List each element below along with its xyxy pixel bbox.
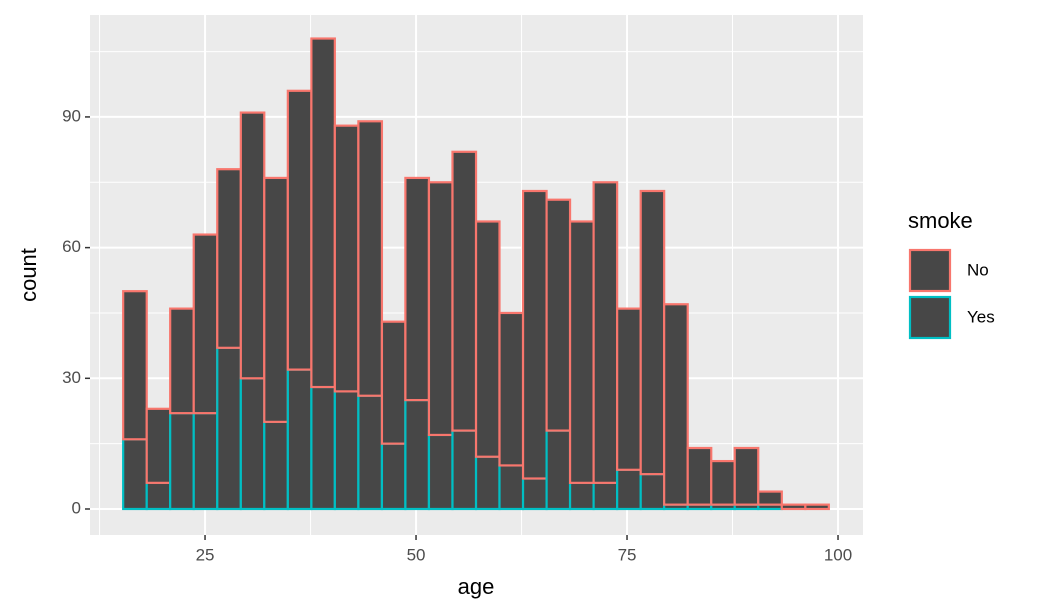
histogram-bar <box>357 394 384 511</box>
histogram-bar <box>310 385 336 511</box>
histogram-bar <box>592 181 619 484</box>
histogram-bar <box>592 481 619 511</box>
x-axis-title: age <box>458 574 495 599</box>
legend-key <box>908 248 952 293</box>
histogram-bar <box>192 233 219 415</box>
histogram-bar <box>474 220 501 458</box>
histogram-bar <box>122 290 148 441</box>
histogram-bar <box>616 468 642 511</box>
histogram-bar <box>145 481 172 511</box>
histogram-bar <box>404 398 431 511</box>
histogram-bar <box>474 455 501 511</box>
histogram-bar <box>757 490 783 506</box>
histogram-bar <box>427 181 454 437</box>
histogram-bar <box>451 150 478 432</box>
y-tick-label: 0 <box>72 498 81 517</box>
histogram-bar <box>780 503 807 511</box>
histogram-bar <box>663 303 689 506</box>
legend-key <box>908 295 952 340</box>
histogram-bar <box>169 307 195 415</box>
histogram-bar <box>239 377 266 511</box>
histogram-bar <box>521 477 548 511</box>
histogram-bar <box>357 120 384 397</box>
histogram-bar <box>616 307 642 471</box>
x-tick-label: 75 <box>618 545 637 564</box>
histogram-bar <box>427 433 454 511</box>
histogram-bar <box>286 89 313 371</box>
y-axis-title: count <box>16 248 41 302</box>
axes: 0 30 60 90 25 50 75 100 <box>62 106 852 564</box>
histogram-bar <box>639 473 666 511</box>
histogram-bar <box>639 189 666 476</box>
legend-label: Yes <box>967 307 995 326</box>
x-tick-label: 25 <box>196 545 215 564</box>
histogram-bar <box>263 420 289 511</box>
histogram-bar <box>286 368 313 511</box>
histogram-bar <box>380 442 407 511</box>
histogram-bar <box>521 189 548 480</box>
legend-label: No <box>967 260 989 279</box>
histogram-bar <box>169 412 195 511</box>
histogram-bar <box>545 429 572 511</box>
legend: smoke No Yes <box>908 208 995 340</box>
bars <box>122 37 830 511</box>
histogram-bar <box>145 407 172 484</box>
histogram-bar <box>122 438 148 511</box>
legend-title: smoke <box>908 208 973 233</box>
histogram-bar <box>216 168 242 349</box>
histogram-bar <box>686 446 713 506</box>
histogram-bar <box>545 198 572 432</box>
histogram-bar <box>404 176 431 402</box>
histogram-bar <box>333 390 360 511</box>
histogram-bar <box>498 464 525 511</box>
x-tick-label: 100 <box>824 545 852 564</box>
histogram-bar <box>192 412 219 511</box>
y-tick-label: 60 <box>62 237 81 256</box>
histogram-bar <box>451 429 478 511</box>
histogram-bar <box>310 37 336 389</box>
histogram-bar <box>380 320 407 445</box>
histogram-bar <box>733 446 760 506</box>
histogram-bar <box>498 311 525 467</box>
histogram-bar <box>710 459 736 506</box>
histogram-bar <box>804 503 830 511</box>
histogram-bar <box>239 111 266 380</box>
x-tick-label: 50 <box>407 545 426 564</box>
y-tick-label: 90 <box>62 106 81 125</box>
histogram-bar <box>568 481 595 511</box>
histogram-bar <box>568 220 595 484</box>
histogram-bar <box>333 124 360 393</box>
y-tick-label: 30 <box>62 368 81 387</box>
histogram-bar <box>216 346 242 511</box>
histogram-bar <box>263 176 289 423</box>
